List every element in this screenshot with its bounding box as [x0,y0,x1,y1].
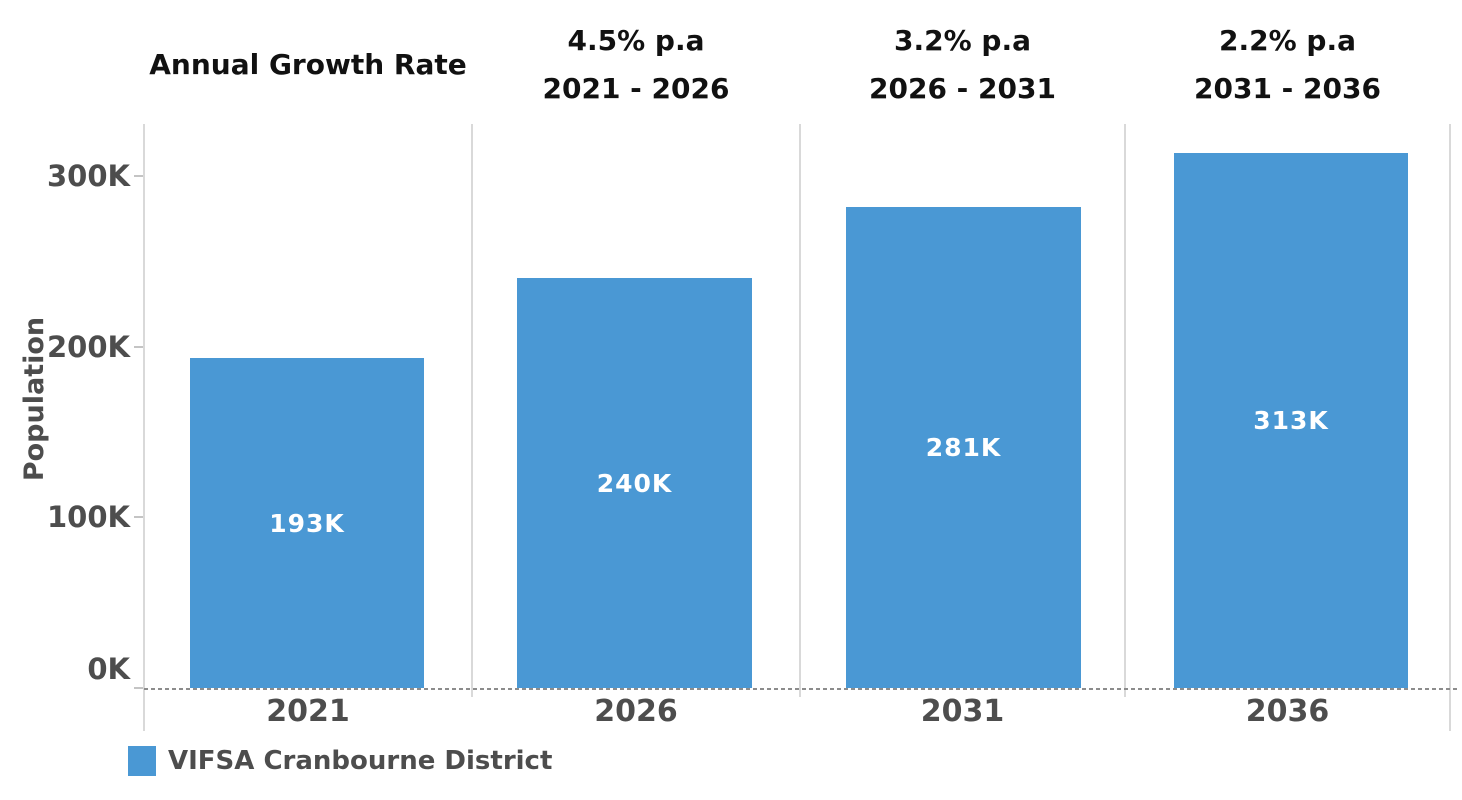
growth-header-2026-2031: 3.2% p.a 2026 - 2031 [800,18,1125,112]
panel-divider [1124,124,1126,697]
growth-rate-label: 2.2% p.a [1219,24,1356,57]
growth-period-label: 2026 - 2031 [869,72,1056,105]
bar-2026[interactable]: 240K [517,278,752,688]
x-tick-label-2036: 2036 [1245,694,1330,729]
legend-item[interactable]: VIFSA Cranbourne District [128,746,552,776]
y-tick-label-100k: 100K [46,500,130,534]
chart-title: Annual Growth Rate [149,48,467,81]
y-tick-label-200k: 200K [46,330,130,364]
bar-2021[interactable]: 193K [190,358,424,688]
y-tick-mark [134,346,144,348]
growth-rate-label: 4.5% p.a [567,24,705,57]
growth-rate-label: 3.2% p.a [894,24,1031,57]
growth-period-label: 2021 - 2026 [542,72,730,105]
zero-baseline [144,688,1458,690]
growth-header-2021-2026: 4.5% p.a 2021 - 2026 [472,18,800,112]
y-axis-line [143,124,145,731]
y-tick-label-300k: 300K [46,159,130,193]
x-tick-label-2031: 2031 [920,694,1005,729]
x-tick-label-2021: 2021 [266,694,350,729]
plot-right-border [1449,124,1451,731]
bar-value-label: 281K [925,433,1002,462]
legend-color-swatch [128,746,156,776]
bar-value-label: 313K [1253,406,1329,435]
growth-period-label: 2031 - 2036 [1194,72,1381,105]
bar-2036[interactable]: 313K [1174,153,1408,688]
legend-label: VIFSA Cranbourne District [168,746,553,776]
y-tick-mark [134,175,144,177]
y-axis-title: Population [19,316,50,482]
panel-divider [471,124,473,697]
y-tick-mark [134,687,144,689]
bar-value-label: 240K [596,468,673,498]
bar-2031[interactable]: 281K [846,207,1081,688]
y-tick-mark [134,516,144,518]
panel-divider [799,124,801,697]
growth-header-2031-2036: 2.2% p.a 2031 - 2036 [1125,18,1450,112]
bar-value-label: 193K [269,508,345,538]
x-tick-label-2026: 2026 [594,694,678,729]
chart-title-header: Annual Growth Rate [144,18,472,112]
y-tick-label-0k: 0K [87,652,130,686]
